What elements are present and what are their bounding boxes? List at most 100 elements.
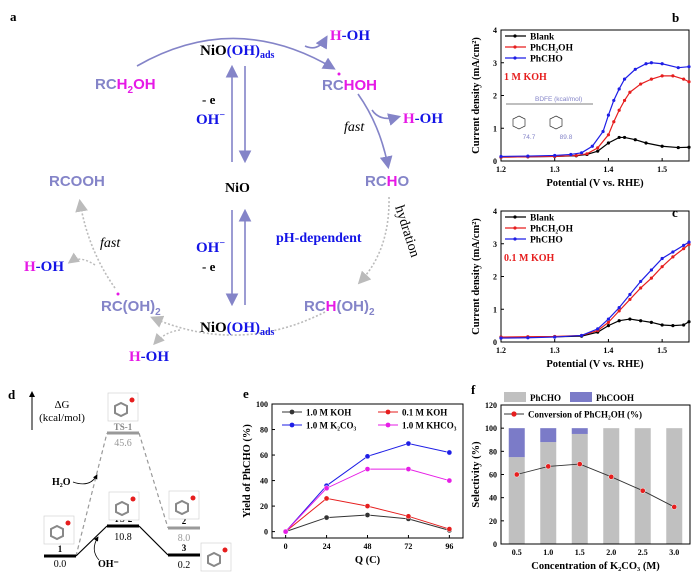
- benzene-ring: [115, 500, 129, 517]
- molecule-structure-icon: [108, 491, 140, 521]
- data-point: [499, 154, 503, 159]
- series-line-1: [500, 75, 690, 158]
- data-point: [622, 98, 627, 103]
- bar-phcho: [666, 428, 683, 544]
- data-point: [446, 477, 453, 484]
- x-axis-label: Concentration of K₂CO₃ (M): [531, 561, 660, 572]
- y-tick-label: 0: [493, 540, 497, 549]
- data-point: [649, 77, 654, 81]
- data-point: [405, 440, 412, 447]
- data-point: [617, 309, 621, 313]
- chart-c: c 1.2 1.3 1.4 1.5 0 1 2 3 4 Potential (V vs. RHE) C…: [471, 205, 691, 370]
- data-point: [579, 151, 584, 155]
- y-tick-label: 3: [493, 240, 497, 249]
- state-energy: 0.2: [178, 560, 191, 571]
- data-point: [364, 512, 371, 518]
- legend-marker: [289, 409, 295, 415]
- data-point: [633, 138, 637, 142]
- legend-marker: [289, 422, 295, 428]
- y-tick-label: 0: [264, 528, 268, 537]
- legend-label: 1.0 M KOH: [306, 408, 351, 418]
- data-point: [676, 66, 680, 70]
- y-tick-label: 4: [493, 207, 497, 216]
- inset-title: BDFE (kcal/mol): [535, 96, 582, 103]
- y-tick-label: 60: [489, 471, 497, 480]
- y-tick-label: 4: [493, 26, 497, 35]
- water-release-arrow: [304, 35, 328, 50]
- h-oh-bottom: H-OH: [129, 349, 169, 365]
- data-point: [682, 247, 686, 251]
- data-point: [639, 279, 643, 284]
- data-point: [687, 65, 691, 69]
- state-energy: 8.0: [178, 533, 191, 544]
- data-point: [660, 265, 664, 269]
- y-axis-label: Selectivity (%): [471, 441, 482, 508]
- data-point: [553, 153, 557, 158]
- y-tick-label: 80: [260, 426, 268, 435]
- data-point: [579, 333, 584, 338]
- minus-e-top: - e: [202, 92, 216, 107]
- delta-g-label: ΔG: [54, 399, 69, 411]
- y-tick-label: 20: [260, 502, 268, 511]
- fast-arrow: [357, 93, 393, 170]
- legend-marker: [513, 237, 517, 241]
- legend-label: Blank: [530, 214, 555, 224]
- panel-label-f: f: [471, 382, 476, 397]
- benzene-ring: [114, 401, 128, 418]
- chart-e: e 0 24 48 72 96 0 20 40 60 80 100 Q (C) Yield of PhCH…: [242, 386, 464, 566]
- bar-phcho: [571, 433, 588, 544]
- data-point: [585, 152, 589, 156]
- bar-phcho: [634, 428, 651, 544]
- data-point: [596, 327, 600, 331]
- oh-minus-label: OH⁻: [98, 559, 119, 570]
- minus-e-bottom: - e: [202, 259, 216, 274]
- data-point: [660, 256, 664, 261]
- x-tick-label: 0: [284, 542, 288, 551]
- molecule-structure-icon: [43, 515, 75, 545]
- energy-diagram-panel-d: d ΔG (kcal/mol) 10.0TS-145.6TS-210.828.0…: [8, 387, 232, 572]
- y-tick-label: 100: [485, 424, 497, 433]
- molecule-frame: [168, 490, 200, 520]
- state-energy: 45.6: [114, 438, 132, 449]
- water-release-arrow-4: [67, 252, 96, 266]
- legend-label: PhCH₂OH: [530, 44, 574, 54]
- data-point: [633, 67, 637, 71]
- electrolyte-annotation: 1 M KOH: [504, 72, 547, 83]
- data-point: [606, 317, 611, 321]
- data-point: [671, 324, 675, 328]
- molecule-structure-icon: [168, 490, 200, 520]
- x-tick-label: 1.5: [657, 165, 667, 174]
- conversion-point: [513, 471, 520, 478]
- chart-f: f 0.5 1.0 1.5 2.0 2.5 3.0 0 20 40 60 80 100 120 Concen…: [471, 382, 691, 572]
- x-tick-label: 1.5: [657, 346, 667, 355]
- h-oh-top: H-OH: [330, 28, 370, 44]
- legend-marker: [511, 411, 517, 417]
- rch2oh: RCH2OH: [95, 76, 156, 96]
- state-label: TS-1: [114, 422, 133, 432]
- conversion-point: [576, 461, 583, 467]
- y-axis-label: Yield of PhCHO (%): [242, 424, 253, 518]
- data-point: [553, 335, 557, 339]
- legend-marker: [513, 56, 517, 60]
- hydration-arrow: [357, 196, 390, 285]
- y-axis-label: Current density (mA/cm²): [471, 218, 482, 335]
- legend-label: PhCH₂OH: [530, 225, 574, 235]
- legend-label: 1.0 M K₂CO₃: [306, 421, 356, 431]
- bar-phcho: [540, 442, 557, 544]
- data-point: [660, 144, 664, 148]
- panel-label-e: e: [243, 386, 249, 401]
- legend-swatch-phcooh: [570, 392, 592, 402]
- rcooh: RCOOH: [49, 173, 105, 190]
- legend-label: PhCHO: [530, 236, 563, 246]
- data-point: [282, 528, 289, 535]
- y-tick-label: 120: [485, 401, 497, 410]
- oxygen-atom: [65, 520, 71, 526]
- h2o-arrow: [72, 474, 98, 485]
- plot-frame: [500, 404, 691, 545]
- data-point: [660, 323, 664, 327]
- water-release-arrow-3: [153, 329, 181, 346]
- data-point: [364, 453, 371, 460]
- x-axis-label: Q (C): [355, 555, 381, 566]
- nio-oh-ads-bottom: NiO(OH)ads: [200, 320, 275, 338]
